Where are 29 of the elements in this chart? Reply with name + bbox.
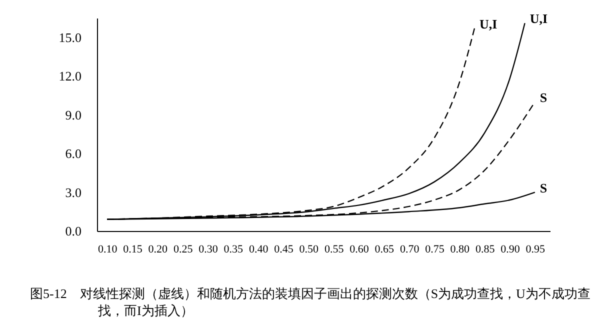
y-tick-label: 15.0 bbox=[58, 30, 82, 45]
y-tick-label: 12.0 bbox=[58, 68, 82, 84]
x-tick-label: 0.65 bbox=[374, 244, 395, 256]
caption: 图5-12 对线性探测（虚线）和随机方法的装填因子画出的探测次数（S为成功查找，U为不成功查找，而I为插入） bbox=[30, 285, 592, 319]
y-tick-label: 0.0 bbox=[65, 224, 82, 238]
x-tick-label: 0.60 bbox=[350, 244, 370, 256]
x-tick-label: 0.30 bbox=[198, 244, 218, 256]
x-tick-label: 0.25 bbox=[173, 244, 194, 256]
x-tick-label: 0.40 bbox=[248, 244, 269, 256]
x-tick-label: 0.80 bbox=[450, 244, 470, 256]
x-tick-label: 0.70 bbox=[400, 244, 420, 256]
series-label: S bbox=[540, 180, 548, 196]
x-tick-label: 0.35 bbox=[224, 244, 244, 256]
x-tick-label: 0.85 bbox=[475, 244, 496, 256]
x-tick-label: 0.75 bbox=[425, 244, 445, 256]
x-tick-label: 0.50 bbox=[299, 244, 320, 256]
x-tick-label: 0.95 bbox=[526, 244, 546, 256]
y-tick-label: 6.0 bbox=[65, 146, 82, 162]
x-tick-label: 0.20 bbox=[148, 244, 168, 256]
y-tick-label: 3.0 bbox=[65, 184, 82, 200]
y-tick-label: 9.0 bbox=[65, 107, 82, 122]
x-tick-label: 0.10 bbox=[98, 244, 118, 256]
x-tick-label: 0.45 bbox=[274, 244, 294, 256]
x-tick-label: 0.90 bbox=[500, 244, 520, 256]
series-label: S bbox=[540, 90, 548, 105]
series-label: U,I bbox=[480, 16, 498, 32]
series-label: U,I bbox=[530, 11, 548, 26]
x-tick-label: 0.55 bbox=[324, 244, 344, 256]
x-tick-label: 0.15 bbox=[123, 244, 143, 256]
